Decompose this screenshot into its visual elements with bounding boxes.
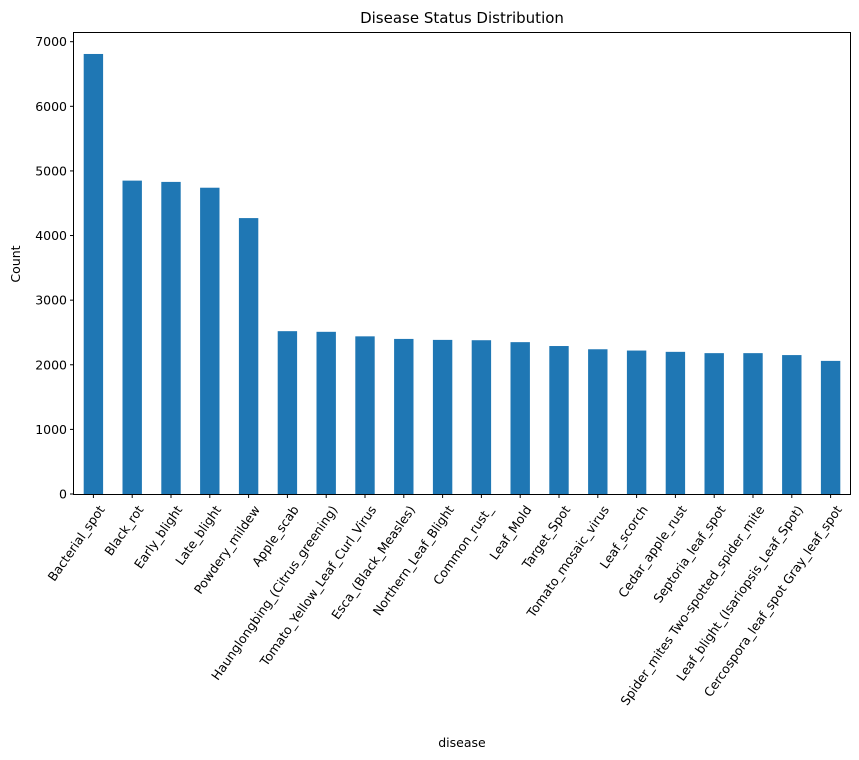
y-tick-label: 1000 (35, 422, 67, 437)
x-tick-label: Cedar_apple_rust (615, 503, 690, 601)
x-tick-label: Spider_mites Two-spotted_spider_mite (617, 502, 767, 708)
bar-2 (161, 181, 181, 494)
y-tick-label: 0 (59, 487, 67, 502)
bars-layer (83, 53, 841, 494)
bar-14 (626, 350, 647, 494)
bar-18 (782, 355, 802, 494)
bar-0 (83, 53, 104, 494)
bar-8 (394, 338, 414, 494)
bar-7 (355, 336, 375, 494)
x-tick-label: Septoria_leaf_spot (650, 503, 728, 606)
bar-19 (820, 360, 841, 494)
bar-5 (277, 331, 298, 494)
bar-13 (588, 349, 608, 494)
bar-3 (200, 187, 220, 494)
plot-frame (73, 32, 851, 495)
y-tick-label: 4000 (35, 228, 67, 243)
bar-16 (704, 353, 724, 494)
bar-9 (432, 339, 453, 494)
chart-title: Disease Status Distribution (360, 9, 564, 27)
bar-12 (549, 346, 569, 494)
x-axis-label: disease (438, 735, 486, 750)
y-axis-label: Count (8, 245, 23, 282)
bar-11 (510, 342, 530, 494)
y-tick-label: 3000 (35, 293, 67, 308)
y-tick-label: 2000 (35, 357, 67, 372)
bar-15 (665, 351, 686, 494)
bar-4 (238, 218, 259, 494)
x-tick-label: Bacterial_spot (45, 503, 108, 584)
y-axis: 0 1000 2000 3000 4000 5000 6000 7000 (35, 34, 74, 502)
bar-17 (743, 353, 763, 494)
y-tick-label: 6000 (35, 99, 67, 114)
x-axis: Bacterial_spotBlack_rotEarly_blightLate_… (45, 494, 845, 708)
bar-1 (122, 180, 142, 494)
bar-6 (316, 331, 336, 494)
y-tick-label: 7000 (35, 34, 67, 49)
y-tick-label: 5000 (35, 163, 67, 178)
bar-10 (471, 340, 492, 494)
